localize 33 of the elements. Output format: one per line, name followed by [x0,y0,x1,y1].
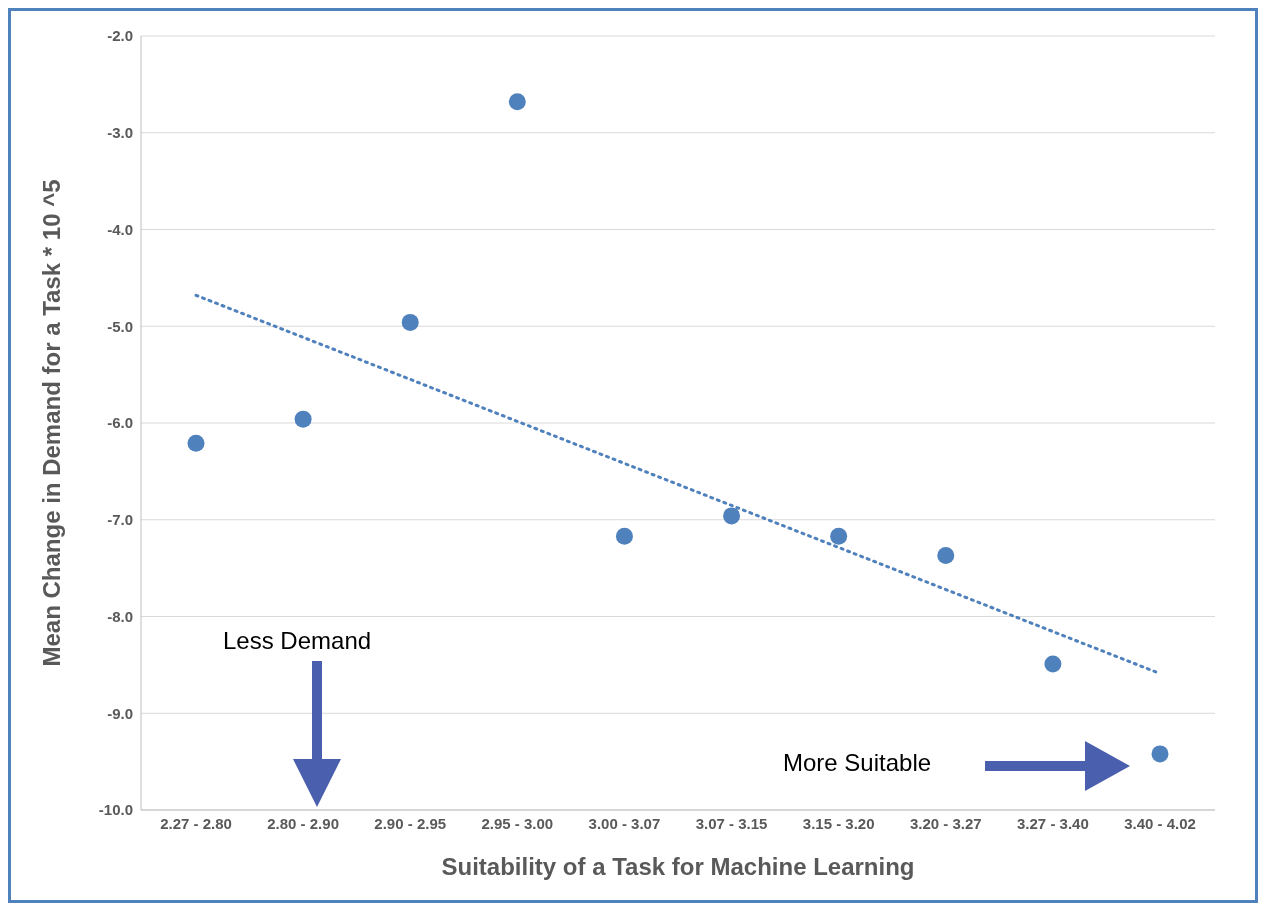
y-tick-label: -5.0 [107,317,133,335]
x-tick-label: 3.40 - 4.02 [1124,814,1196,832]
y-tick-label: -7.0 [107,511,133,529]
annotation: Less Demand [223,627,372,655]
point [723,507,741,525]
x-tick-label: 3.20 - 3.27 [909,814,982,832]
point [1151,745,1169,763]
point [937,547,955,565]
point [615,527,633,545]
x-axis-title: Suitability of a Task for Machine Learning [441,853,915,880]
y-tick-label: -3.0 [107,124,133,142]
annotation: More Suitable [783,749,932,777]
y-tick-label: -6.0 [107,414,133,432]
point [401,313,419,331]
point [830,527,848,545]
point [294,410,312,428]
y-axis-title: Mean Change in Demand for a Task * 10 ^5 [37,179,65,667]
y-tick-label: -4.0 [107,220,133,238]
y-tick-label: -9.0 [107,704,133,722]
x-tick-label: 3.07 - 3.15 [695,814,768,832]
x-tick-label: 3.00 - 3.07 [588,814,661,832]
y-tick-label: -10.0 [98,801,133,819]
x-tick-label: 3.15 - 3.20 [802,814,875,832]
point [1044,655,1062,673]
y-tick-label: -2.0 [107,27,133,45]
x-tick-label: 3.27 - 3.40 [1017,814,1089,832]
x-tick-label: 2.90 - 2.95 [374,814,447,832]
x-tick-label: 2.80 - 2.90 [267,814,339,832]
y-tick-label: -8.0 [107,607,133,625]
x-tick-label: 2.95 - 3.00 [481,814,554,832]
x-tick-label: 2.27 - 2.80 [160,814,232,832]
point [508,93,526,111]
point [187,434,205,452]
